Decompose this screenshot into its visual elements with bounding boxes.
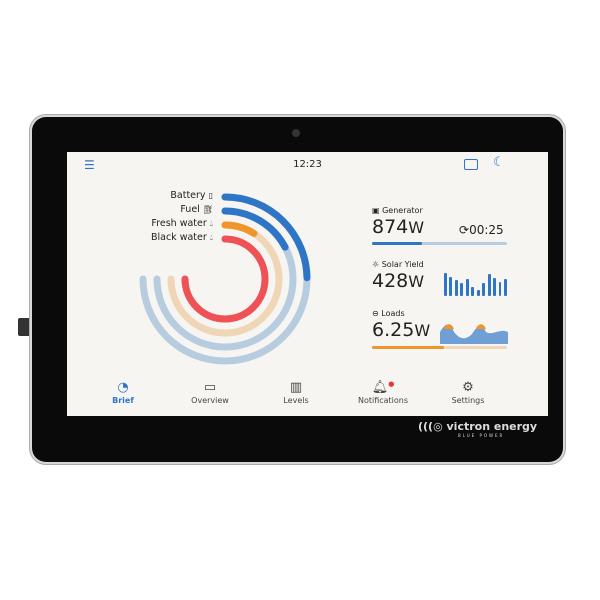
tab-overview-label: Overview <box>191 396 229 405</box>
solar-label: Solar Yield <box>381 260 424 269</box>
solar-bar <box>460 283 464 296</box>
brand-tagline: BLUE POWER <box>458 433 505 438</box>
solar-bar <box>498 281 502 296</box>
generator-title: ▣ Generator <box>372 206 423 215</box>
loads-history-chart <box>440 324 508 344</box>
level-label: Fresh water 💧︎ <box>73 218 213 229</box>
level-label-text: Fresh water <box>151 218 207 229</box>
solar-bar <box>482 283 486 296</box>
level-label: Battery ▯ <box>73 190 213 201</box>
water-drop-icon: 💧︎ <box>209 219 213 228</box>
level-label-text: Black water <box>150 232 207 243</box>
tab-levels[interactable]: ▥ Levels <box>256 380 336 405</box>
solar-bar <box>444 272 447 296</box>
solar-bar <box>476 289 480 296</box>
notification-dot: ● <box>388 380 395 388</box>
loads-title: ⊖ Loads <box>372 309 405 318</box>
level-label-text: Battery <box>170 190 206 201</box>
generator-timer-value: 00:25 <box>469 223 504 237</box>
levels-gauge <box>139 193 311 365</box>
tab-brief[interactable]: ◔ Brief <box>83 380 163 405</box>
tab-notifications-label: Notifications <box>357 396 409 405</box>
loads-label: Loads <box>381 309 405 318</box>
solar-title: ☼ Solar Yield <box>372 260 424 269</box>
tab-settings[interactable]: ⚙ Settings <box>428 380 508 405</box>
generator-value: 874 <box>372 216 409 238</box>
gear-icon: ⚙ <box>462 380 474 395</box>
sidebar-toggle-icon[interactable] <box>464 159 478 170</box>
level-track <box>167 221 283 337</box>
loads-bar-fill <box>372 346 444 349</box>
brand-logo: (((◎ victron energy BLUE POWER <box>418 420 538 438</box>
level-arc-black-water <box>181 235 269 323</box>
solar-bar <box>493 277 497 296</box>
waste-drop-icon: 💧︎ <box>209 233 213 242</box>
overview-icon: ▭ <box>203 380 217 395</box>
generator-timer: ⟳00:25 <box>459 223 504 237</box>
level-label: Fuel ⛽︎ <box>73 204 213 215</box>
toggle-menu-icon[interactable]: ☰ <box>84 158 95 172</box>
solar-unit: W <box>408 272 425 291</box>
tab-notifications[interactable]: 🔔︎● Notifications <box>343 380 423 405</box>
level-arc-fuel <box>221 207 289 251</box>
level-arc-fresh-water <box>221 221 258 237</box>
solar-power: 428W <box>372 270 424 292</box>
solar-bar <box>454 280 458 296</box>
sleep-mode-icon[interactable]: ☾ <box>493 155 505 170</box>
generator-label: Generator <box>382 206 423 215</box>
level-arc-battery <box>221 193 311 282</box>
solar-history-chart <box>444 270 507 296</box>
solar-bar <box>487 273 491 296</box>
solar-bar <box>471 286 475 296</box>
generator-power: 874W <box>372 216 424 238</box>
loads-bar <box>372 346 507 349</box>
cable-plug <box>18 318 32 336</box>
generator-bar <box>372 242 507 245</box>
levels-icon: ▥ <box>289 380 303 395</box>
tab-levels-label: Levels <box>283 396 309 405</box>
screen: ☰ 12:23 ☾ Battery ▯ Fuel ⛽︎ Fresh water 💧︎… <box>67 152 548 416</box>
tab-settings-label: Settings <box>451 396 485 405</box>
bell-icon: 🔔︎● <box>371 380 395 395</box>
battery-icon: ▯ <box>208 191 213 200</box>
loads-unit: W <box>414 321 431 340</box>
solar-bar <box>465 279 469 296</box>
generator-bar-fill <box>372 242 422 245</box>
generator-unit: W <box>408 218 425 237</box>
solar-value: 428 <box>372 270 409 292</box>
loads-value: 6.25 <box>372 319 415 341</box>
tab-overview[interactable]: ▭ Overview <box>170 380 250 405</box>
solar-bar <box>503 279 507 296</box>
brand-name: victron energy <box>446 420 538 433</box>
fuel-pump-icon: ⛽︎ <box>202 205 213 214</box>
solar-bar <box>449 276 453 296</box>
tab-brief-label: Brief <box>112 396 134 405</box>
loads-power: 6.25W <box>372 319 430 341</box>
level-label: Black water 💧︎ <box>73 232 213 243</box>
camera <box>292 129 300 137</box>
brief-icon: ◔ <box>117 380 129 395</box>
level-label-text: Fuel <box>180 204 200 215</box>
clock: 12:23 <box>293 159 322 170</box>
